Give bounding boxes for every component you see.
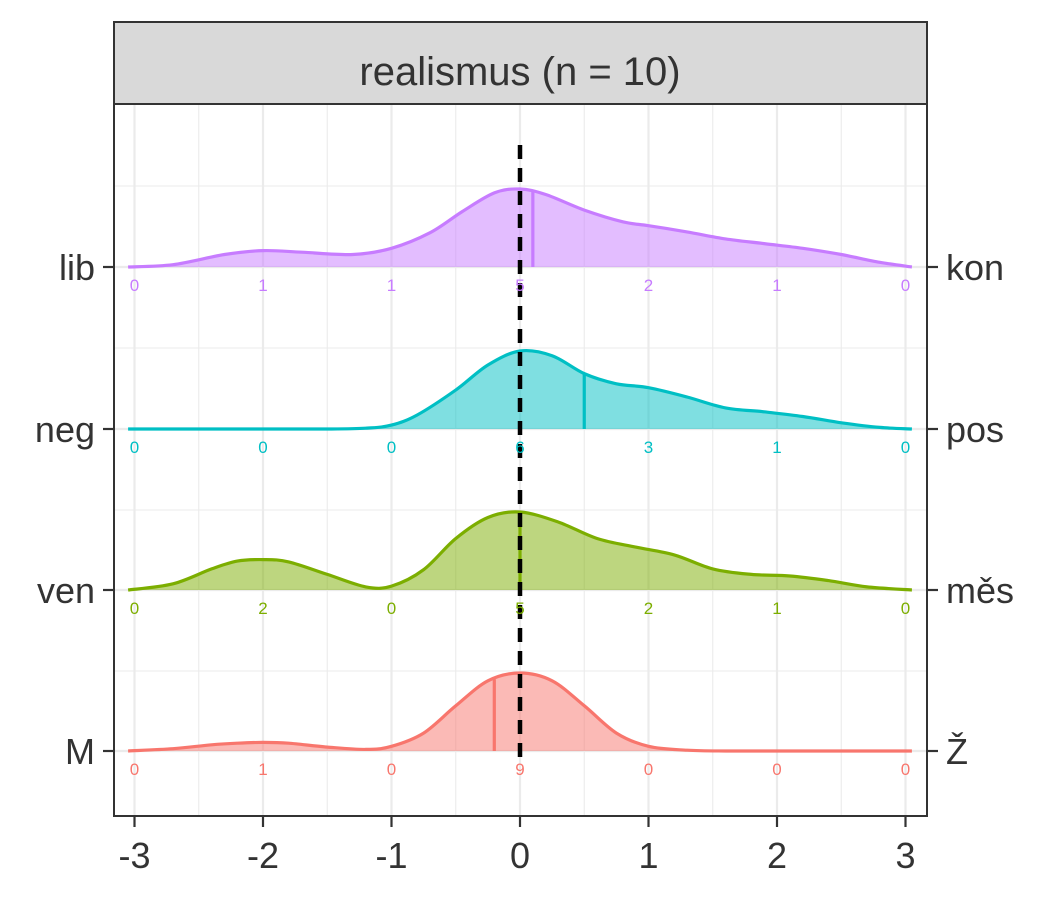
x-tick-label: -2 [247, 835, 279, 876]
density-line-ven [127, 510, 913, 592]
y-tick-label-left: neg [35, 409, 95, 450]
count-label: 1 [772, 276, 781, 295]
count-label: 0 [772, 760, 781, 779]
count-label: 9 [515, 760, 524, 779]
density-area-M [128, 673, 912, 751]
count-label: 0 [258, 438, 267, 457]
count-label: 0 [130, 599, 139, 618]
count-label: 2 [258, 599, 267, 618]
y-tick-label-left: M [65, 731, 95, 772]
y-axis-left: lib neg ven M [35, 247, 114, 772]
x-tick-label: 3 [895, 835, 915, 876]
count-label: 0 [901, 438, 910, 457]
count-label: 1 [772, 438, 781, 457]
facet-strip [113, 21, 928, 105]
density-area-neg [128, 350, 912, 429]
y-tick-label-left: lib [59, 247, 95, 288]
x-axis: -3 -2 -1 0 1 2 3 [118, 816, 916, 876]
count-label: 3 [644, 438, 653, 457]
count-label: 0 [130, 276, 139, 295]
count-label: 0 [387, 599, 396, 618]
y-tick-label-right: Ž [946, 731, 968, 772]
y-axis-right: kon pos měs Ž [927, 247, 1014, 772]
count-label: 1 [772, 599, 781, 618]
count-label: 5 [515, 276, 524, 295]
count-labels: 0 1 1 5 2 1 0 0 0 0 6 3 1 0 0 2 0 5 2 1 0 0 1 0 9 0 0 0 [130, 276, 910, 779]
x-tick-label: 2 [767, 835, 787, 876]
count-label: 1 [258, 276, 267, 295]
count-label: 0 [387, 438, 396, 457]
count-label: 0 [901, 276, 910, 295]
y-tick-label-right: kon [946, 247, 1004, 288]
count-label: 0 [644, 760, 653, 779]
count-label: 5 [515, 599, 524, 618]
y-tick-label-right: pos [946, 409, 1004, 450]
ridge-M [128, 671, 912, 753]
density-line-lib [128, 187, 913, 269]
density-line-M [128, 671, 912, 753]
count-label: 6 [515, 438, 524, 457]
chart-title: realismus (n = 10) [359, 50, 680, 94]
count-label: 0 [901, 599, 910, 618]
count-label: 0 [901, 760, 910, 779]
count-label: 1 [258, 760, 267, 779]
count-label: 2 [644, 599, 653, 618]
x-tick-label: -1 [375, 835, 407, 876]
ridge-neg [128, 348, 912, 431]
density-line-neg [128, 348, 912, 431]
x-tick-label: 1 [638, 835, 658, 876]
y-tick-label-right: měs [946, 570, 1014, 611]
x-tick-label: 0 [510, 835, 530, 876]
x-tick-label: -3 [118, 835, 150, 876]
count-label: 2 [644, 276, 653, 295]
y-tick-label-left: ven [37, 570, 95, 611]
count-label: 0 [387, 760, 396, 779]
count-label: 1 [387, 276, 396, 295]
count-label: 0 [130, 438, 139, 457]
count-label: 0 [130, 760, 139, 779]
